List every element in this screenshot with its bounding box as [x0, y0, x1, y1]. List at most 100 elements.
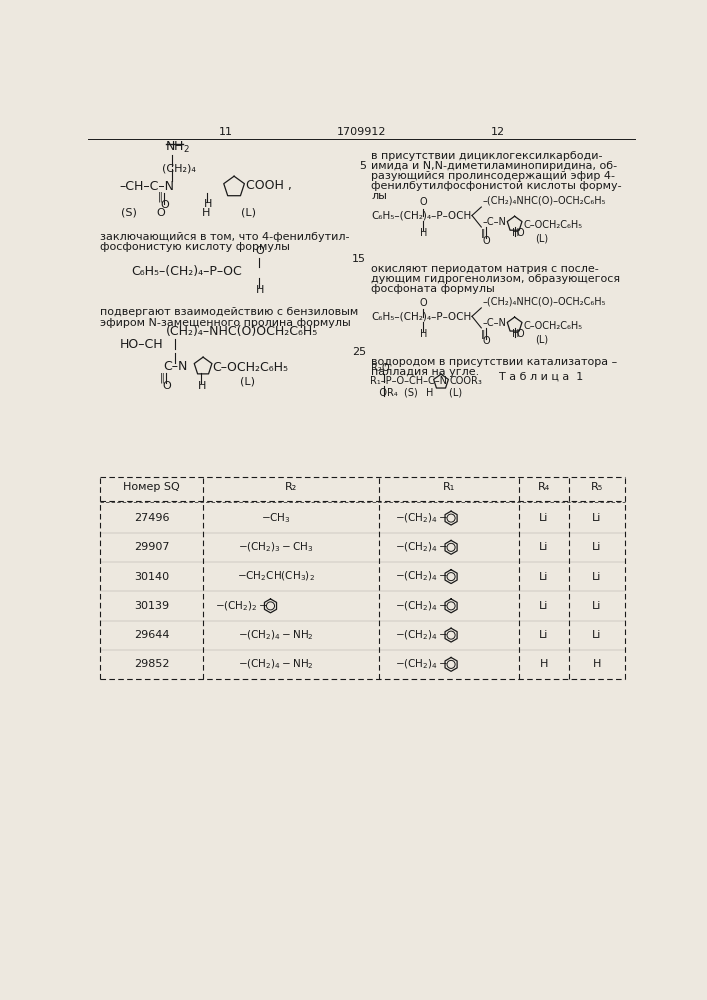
Text: $-({\rm CH}_2)_4-$: $-({\rm CH}_2)_4-$ [395, 511, 448, 525]
Text: R₂: R₂ [371, 363, 382, 373]
Text: фосфоната формулы: фосфоната формулы [371, 284, 495, 294]
Text: OR₄  (S): OR₄ (S) [370, 387, 417, 397]
Text: C–OCH₂C₆H₅: C–OCH₂C₆H₅ [212, 361, 288, 374]
Text: $-$CH$_3$: $-$CH$_3$ [261, 511, 291, 525]
Text: (L): (L) [240, 376, 255, 386]
Text: 29644: 29644 [134, 630, 169, 640]
Text: (CH₂)₄–NHC(O)OCH₂C₆H₅: (CH₂)₄–NHC(O)OCH₂C₆H₅ [166, 325, 318, 338]
Text: O: O [163, 381, 172, 391]
Text: $-({\rm CH}_2)_4-$NH$_2$: $-({\rm CH}_2)_4-$NH$_2$ [238, 658, 313, 671]
Text: NH$_2$: NH$_2$ [165, 140, 190, 155]
Text: O: O [419, 298, 427, 308]
Text: O: O [419, 197, 427, 207]
Text: Li: Li [592, 601, 602, 611]
Text: COOH ,: COOH , [246, 179, 291, 192]
Text: Li: Li [539, 542, 549, 552]
Text: $-({\rm CH}_2)_3-$CH$_3$: $-({\rm CH}_2)_3-$CH$_3$ [238, 541, 313, 554]
Text: COOR₃: COOR₃ [450, 376, 482, 386]
Text: 11: 11 [218, 127, 233, 137]
Text: водородом в присутствии катализатора –: водородом в присутствии катализатора – [371, 357, 617, 367]
Text: H: H [256, 285, 264, 295]
Text: –CH–C–N: –CH–C–N [119, 180, 175, 193]
Text: O: O [483, 236, 491, 246]
Text: $-({\rm CH}_2)_4-$: $-({\rm CH}_2)_4-$ [395, 658, 448, 671]
Text: дующим гидрогенолизом, образующегося: дующим гидрогенолизом, образующегося [371, 274, 620, 284]
Text: $-({\rm CH}_2)_4-$: $-({\rm CH}_2)_4-$ [395, 570, 448, 583]
Text: ‖: ‖ [158, 192, 162, 202]
Text: H     (L): H (L) [426, 387, 462, 397]
Text: ‖: ‖ [160, 373, 165, 383]
Text: Li: Li [539, 572, 549, 582]
Text: O: O [516, 329, 524, 339]
Text: H: H [420, 228, 428, 238]
Text: окисляют периодатом натрия с после-: окисляют периодатом натрия с после- [371, 264, 599, 274]
Text: 25: 25 [351, 347, 366, 357]
Text: имида и N,N-диметиламинопиридина, об-: имида и N,N-диметиламинопиридина, об- [371, 161, 617, 171]
Text: O: O [255, 246, 264, 256]
Text: R₅: R₅ [591, 482, 603, 492]
Text: R₁: R₁ [443, 482, 455, 492]
Text: Т а б л и ц а  1: Т а б л и ц а 1 [499, 372, 583, 382]
Text: –C–N: –C–N [483, 318, 507, 328]
Text: Li: Li [539, 513, 549, 523]
Text: 30139: 30139 [134, 601, 169, 611]
Text: лы: лы [371, 191, 387, 201]
Text: H: H [420, 329, 428, 339]
Text: –C–N: –C–N [483, 217, 507, 227]
Text: C–OCH₂C₆H₅: C–OCH₂C₆H₅ [523, 321, 582, 331]
Text: $-({\rm CH}_2)_2-$: $-({\rm CH}_2)_2-$ [215, 599, 268, 613]
Text: ‖: ‖ [481, 229, 486, 238]
Text: в присутствии дициклогексилкарбоди-: в присутствии дициклогексилкарбоди- [371, 151, 603, 161]
Text: C₆H₅–(CH₂)₄–P–OCH: C₆H₅–(CH₂)₄–P–OCH [371, 312, 472, 322]
Text: (L): (L) [241, 208, 256, 218]
Text: $-({\rm CH}_2)_4-$: $-({\rm CH}_2)_4-$ [395, 628, 448, 642]
Text: (L): (L) [535, 335, 549, 345]
Text: –(CH₂)₄NHC(O)–OCH₂C₆H₅: –(CH₂)₄NHC(O)–OCH₂C₆H₅ [483, 195, 606, 205]
Text: ‖: ‖ [481, 330, 486, 339]
Text: C–OCH₂C₆H₅: C–OCH₂C₆H₅ [523, 220, 582, 230]
Text: O: O [160, 200, 169, 210]
Text: C₆H₅–(CH₂)₄–P–OCH: C₆H₅–(CH₂)₄–P–OCH [371, 211, 472, 221]
Text: Li: Li [592, 630, 602, 640]
Text: 1709912: 1709912 [337, 127, 387, 137]
Text: C–N: C–N [163, 360, 187, 373]
Text: Li: Li [539, 630, 549, 640]
Text: Li: Li [592, 513, 602, 523]
Text: 5: 5 [359, 161, 366, 171]
Text: подвергают взаимодействию с бензиловым: подвергают взаимодействию с бензиловым [100, 307, 358, 317]
Text: H: H [198, 381, 206, 391]
Text: H: H [201, 208, 210, 218]
Text: $-({\rm CH}_2)_4-$: $-({\rm CH}_2)_4-$ [395, 541, 448, 554]
Text: 12: 12 [491, 127, 505, 137]
Text: 15: 15 [352, 254, 366, 264]
Text: Li: Li [592, 572, 602, 582]
Text: 30140: 30140 [134, 572, 169, 582]
Text: O: O [483, 336, 491, 346]
Text: разующийся пролинсодержащий эфир 4-: разующийся пролинсодержащий эфир 4- [371, 171, 615, 181]
Text: H: H [592, 659, 601, 669]
Text: 27496: 27496 [134, 513, 169, 523]
Text: фенилбутилфосфонистой кислоты форму-: фенилбутилфосфонистой кислоты форму- [371, 181, 622, 191]
Text: H: H [539, 659, 548, 669]
Text: R₂: R₂ [285, 482, 297, 492]
Text: 29907: 29907 [134, 542, 169, 552]
Text: R₁–P–O–CH–C–N: R₁–P–O–CH–C–N [370, 376, 447, 386]
Text: $-$CH$_2$CH(CH$_3)_2$: $-$CH$_2$CH(CH$_3)_2$ [237, 570, 315, 583]
Text: HO–CH: HO–CH [119, 338, 163, 351]
Text: палладия на угле.: палладия на угле. [371, 367, 479, 377]
Text: $-({\rm CH}_2)_4-$NH$_2$: $-({\rm CH}_2)_4-$NH$_2$ [238, 628, 313, 642]
Text: Li: Li [539, 601, 549, 611]
Text: эфиром N-замещенного пролина формулы: эфиром N-замещенного пролина формулы [100, 318, 351, 328]
Text: (L): (L) [535, 234, 549, 244]
Text: H: H [204, 199, 212, 209]
Text: (S): (S) [121, 208, 136, 218]
Text: C₆H₅–(CH₂)₄–P–OC: C₆H₅–(CH₂)₄–P–OC [131, 265, 242, 278]
Text: Номер SQ: Номер SQ [123, 482, 180, 492]
Text: Li: Li [592, 542, 602, 552]
Text: H: H [513, 329, 520, 339]
Text: H: H [513, 228, 520, 238]
Text: O: O [156, 208, 165, 218]
Text: фосфонистую кислоту формулы: фосфонистую кислоту формулы [100, 242, 290, 252]
Text: O: O [516, 228, 524, 238]
Text: заключающийся в том, что 4-фенилбутил-: заключающийся в том, что 4-фенилбутил- [100, 232, 349, 242]
